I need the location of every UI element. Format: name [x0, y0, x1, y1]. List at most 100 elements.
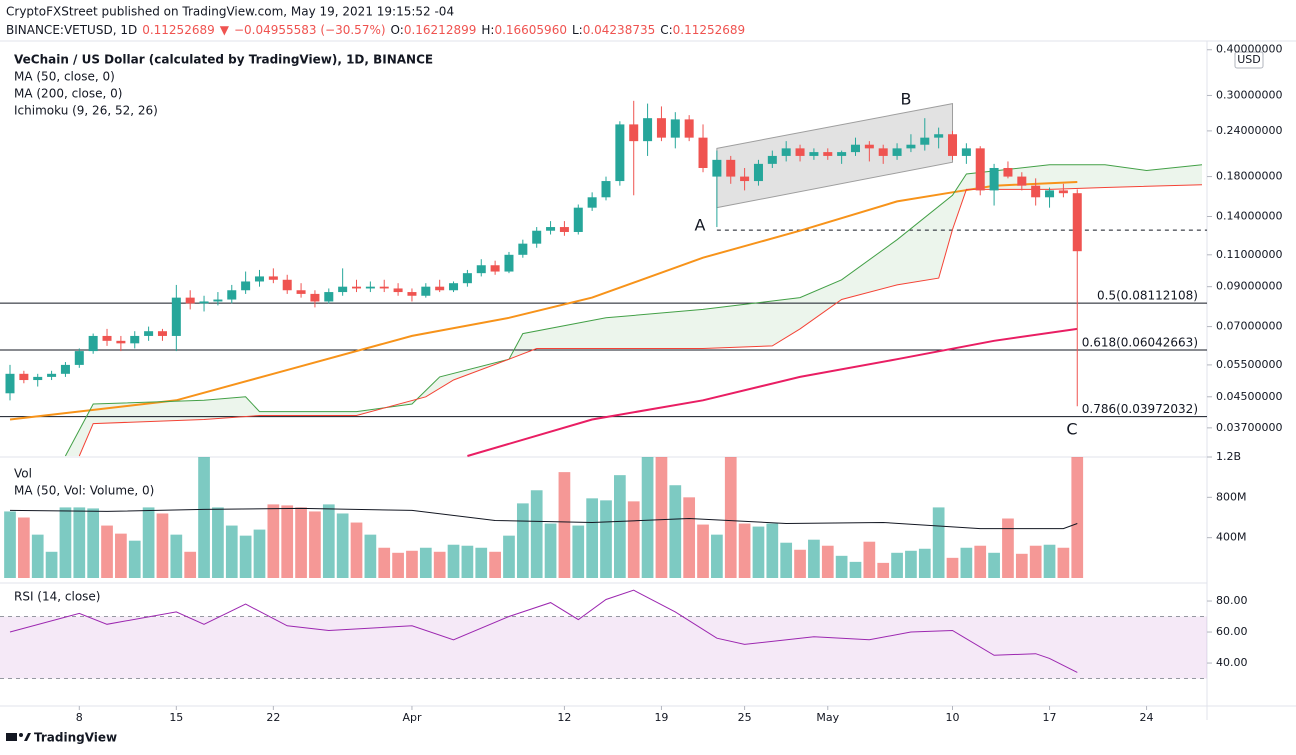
arrow: ▼ — [220, 23, 230, 37]
y-tick-label: 0.03700000 — [1216, 421, 1282, 434]
y-tick-label: 0.07000000 — [1216, 320, 1282, 333]
volume-bar — [225, 525, 238, 578]
volume-bar — [891, 552, 903, 578]
volume-bar — [849, 561, 862, 578]
currency: USD — [1237, 53, 1261, 66]
volume-bar — [253, 529, 266, 578]
candle-body — [407, 292, 417, 296]
candle-body — [878, 148, 888, 156]
ohlc-value: 0.16212899 — [404, 23, 477, 37]
ohlc-label: O: — [391, 23, 404, 37]
candle-body — [19, 373, 29, 381]
candle-body — [1045, 190, 1055, 198]
footer: TradingView — [34, 731, 117, 745]
ohlc-label: L: — [572, 23, 583, 37]
volume-bar — [627, 501, 640, 578]
candle-body — [33, 376, 43, 381]
volume-bar — [586, 498, 598, 578]
volume-bar — [336, 513, 349, 578]
candle-body — [850, 144, 860, 153]
price-pane: 0.5(0.08112108) 0.618(0.06042663) 0.786(0.… — [0, 100, 1207, 457]
volume-bar — [59, 507, 72, 578]
volume-bar — [378, 547, 391, 578]
candle-body — [1072, 193, 1082, 252]
candle-body — [365, 286, 375, 289]
volume-bar — [447, 544, 460, 578]
candle-body — [60, 364, 70, 374]
candle-body — [171, 297, 181, 336]
legend-entry: MA (50, close, 0) — [14, 70, 115, 84]
candle-body — [767, 155, 777, 164]
y-tick-label: 0.18000000 — [1216, 170, 1282, 183]
candle-body — [698, 137, 708, 168]
volume-bar — [544, 523, 557, 578]
cloud-fill — [65, 164, 1202, 456]
logo-mark — [6, 733, 17, 741]
volume-bar — [503, 535, 515, 578]
candle-body — [573, 207, 583, 232]
candle-body — [5, 373, 15, 394]
legend-entry: Vol — [14, 467, 32, 481]
candle-body — [393, 288, 403, 293]
x-tick-label: May — [816, 711, 839, 724]
volume-bar — [4, 511, 16, 578]
ohlc-label: H: — [481, 23, 494, 37]
volume-bar — [392, 552, 404, 578]
volume-bar — [655, 457, 668, 578]
volume-bar — [433, 551, 446, 578]
legend-entry: Ichimoku (9, 26, 52, 26) — [14, 104, 158, 118]
candle-body — [199, 301, 209, 304]
candle-body — [975, 148, 985, 191]
level-label: 0.618(0.06042663) — [1082, 335, 1198, 349]
volume-bar — [697, 524, 709, 578]
annotation: C — [1066, 420, 1077, 439]
indicator-line — [78, 184, 1203, 457]
y-tick-label: 0.05500000 — [1216, 358, 1282, 371]
candle-body — [712, 159, 722, 177]
candle-body — [934, 134, 944, 138]
candle-body — [296, 290, 306, 294]
rsi-band — [0, 616, 1207, 679]
volume-bar — [156, 513, 169, 578]
candle-body — [310, 293, 320, 302]
volume-bar — [267, 504, 280, 578]
volume-bar — [808, 539, 820, 578]
candle-body — [615, 124, 625, 182]
candle-body — [1017, 176, 1027, 186]
x-tick-label: 8 — [76, 711, 83, 724]
candle-body — [352, 286, 362, 289]
y-tick-label: 0.09000000 — [1216, 280, 1282, 293]
volume-bar — [1015, 553, 1028, 578]
y-tick-label: 0.11000000 — [1216, 248, 1282, 261]
candle-body — [920, 137, 930, 145]
candle-body — [1031, 185, 1041, 198]
volume-bar — [239, 535, 252, 578]
candle-body — [795, 148, 805, 156]
volume-bar — [752, 526, 765, 578]
volume-bar — [73, 507, 86, 578]
footer-logo — [6, 733, 31, 741]
candle-body — [726, 159, 736, 177]
indicator-line — [64, 164, 1203, 457]
candle-body — [906, 144, 916, 149]
y-tick-label: 0.24000000 — [1216, 124, 1282, 137]
symbol: BINANCE:VETUSD, 1D — [6, 23, 137, 37]
candle-body — [282, 279, 292, 291]
candle-body — [864, 144, 874, 149]
candle-body — [656, 118, 666, 138]
volume-bar — [128, 540, 141, 578]
candle-body — [462, 273, 472, 284]
volume-bar — [932, 507, 945, 578]
candle-body — [324, 292, 334, 302]
volume-bar — [516, 503, 529, 578]
volume-bar — [1057, 547, 1070, 578]
volume-bar — [1043, 544, 1056, 578]
volume-bar — [821, 545, 834, 578]
volume-bar — [461, 545, 474, 578]
volume-bar — [350, 522, 363, 578]
y-tick-label: 60.00 — [1216, 625, 1248, 638]
candle-body — [157, 331, 167, 336]
candle-body — [781, 148, 791, 156]
volume-bar — [988, 552, 1000, 578]
